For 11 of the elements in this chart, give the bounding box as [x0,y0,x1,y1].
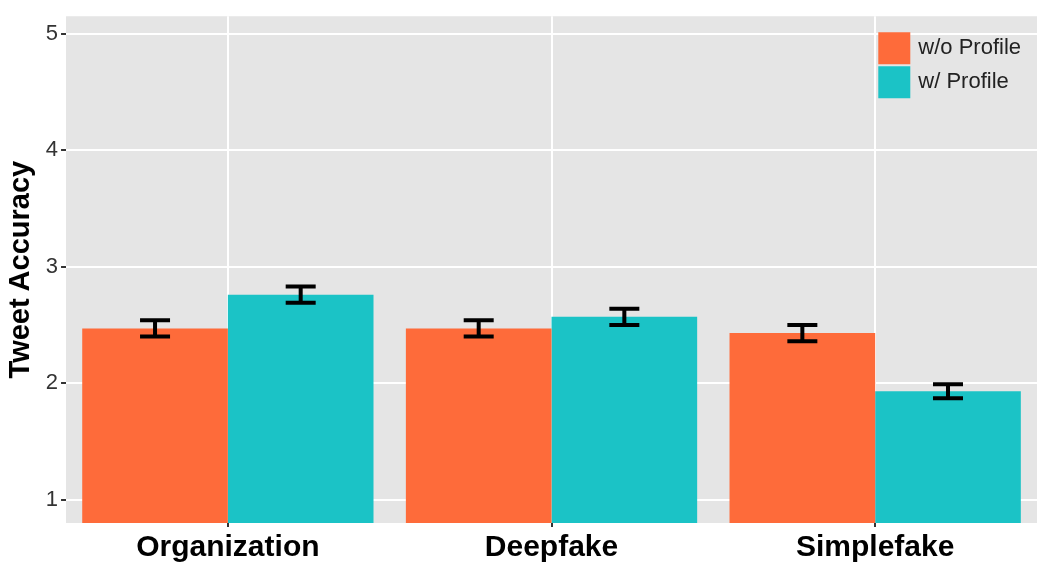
x-tick-label: Deepfake [484,529,619,563]
x-tick-label: Simplefake [795,529,955,563]
legend-label: w/ Profile [917,68,1009,94]
y-tick-label: 5 [45,19,59,45]
y-axis-title: Tweet Accuracy [3,160,36,379]
y-tick-label: 4 [45,136,59,162]
x-tick-label: Organization [136,529,320,563]
y-tick-label: 1 [45,485,59,511]
y-tick-label: 2 [45,369,59,395]
legend-label: w/o Profile [917,34,1022,60]
y-tick-label: 3 [45,252,59,278]
